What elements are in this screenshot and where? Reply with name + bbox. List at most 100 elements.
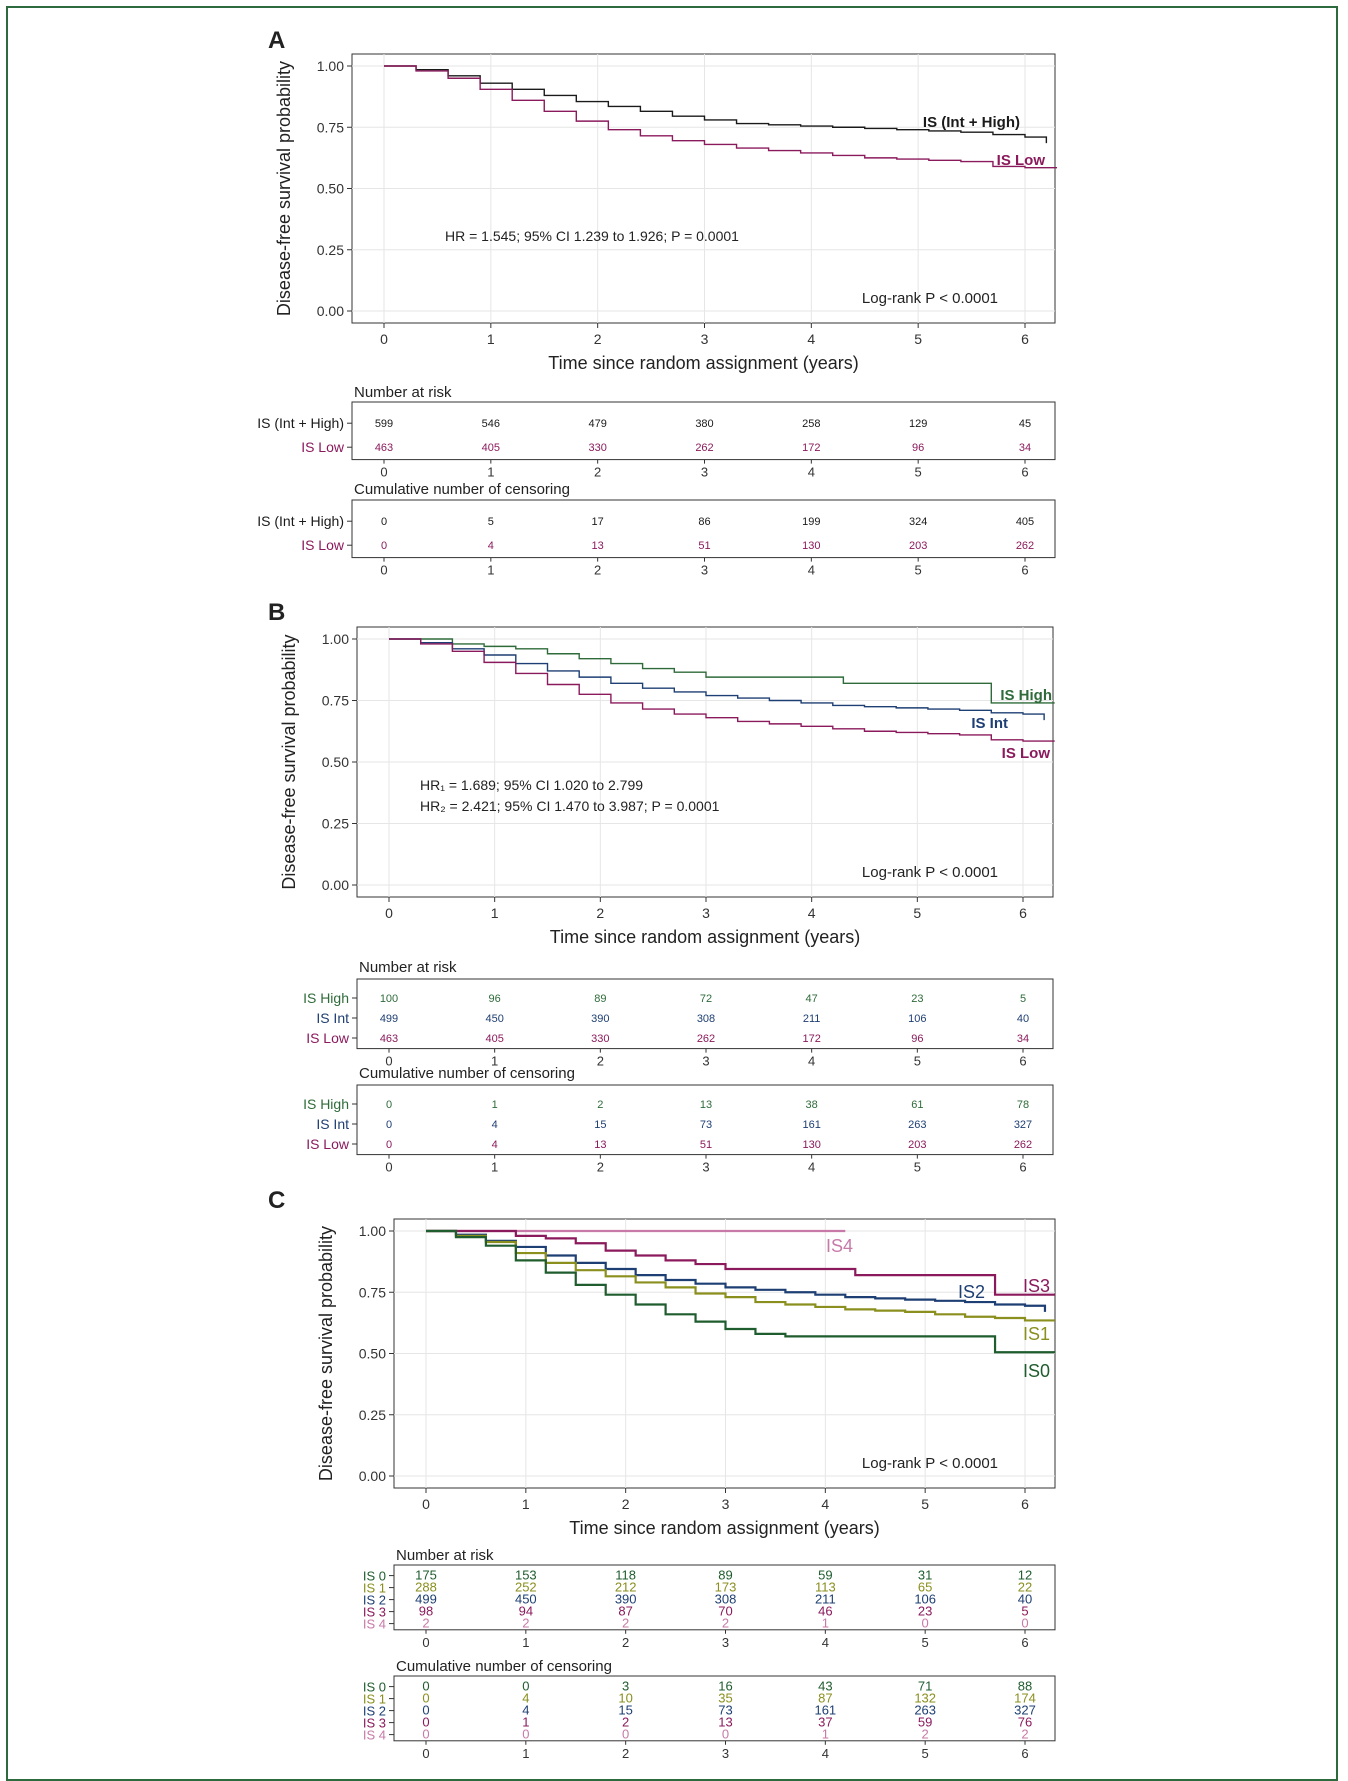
table-cell: 2 (1021, 1727, 1028, 1742)
table-cell: 13 (592, 540, 604, 552)
table-cell: 13 (718, 1715, 732, 1730)
table-x-tick-label: 3 (702, 1160, 709, 1175)
table-cell: 51 (700, 1139, 712, 1151)
row-label: IS Low (301, 537, 345, 553)
table-cell: 106 (914, 1592, 936, 1607)
table-cell: 0 (386, 1139, 392, 1151)
x-tick-label: 5 (914, 331, 922, 347)
series-line (426, 1229, 1055, 1296)
table-cell: 499 (380, 1013, 398, 1025)
series-label: IS (Int + High) (923, 114, 1020, 131)
x-tick-label: 1 (487, 331, 495, 347)
table-box (356, 1084, 1054, 1156)
table-cell: 212 (615, 1580, 637, 1595)
table-cell: 0 (722, 1727, 729, 1742)
x-tick-label: 4 (821, 1496, 829, 1512)
table-x-tick-label: 5 (922, 1746, 929, 1761)
row-label: IS 4 (363, 1617, 386, 1632)
table-cell: 106 (908, 1013, 926, 1025)
y-axis-label: Disease-free survival probability (279, 634, 299, 889)
table-x-tick-label: 1 (522, 1746, 529, 1761)
series-label: IS0 (1023, 1361, 1050, 1381)
series-line (389, 638, 1055, 704)
table-x-tick-label: 3 (701, 465, 708, 480)
y-axis-label: Disease-free survival probability (274, 61, 294, 316)
table-title: Cumulative number of censoring (359, 1065, 575, 1082)
x-tick-label: 3 (722, 1496, 730, 1512)
table-cell: 78 (1017, 1099, 1029, 1111)
table-cell: 172 (802, 442, 820, 454)
table-cell: 450 (485, 1013, 503, 1025)
table-title: Number at risk (354, 384, 452, 401)
table-box (351, 401, 1056, 461)
table-cell: 132 (914, 1691, 936, 1706)
series-line (426, 1229, 1047, 1312)
table-x-tick-label: 3 (722, 1635, 729, 1650)
table-x-tick-label: 1 (491, 1054, 498, 1069)
table-cell: 463 (375, 442, 393, 454)
table-cell: 0 (386, 1119, 392, 1131)
table-cell: 100 (380, 993, 398, 1005)
x-tick-label: 0 (385, 905, 393, 921)
table-cell: 262 (695, 442, 713, 454)
x-tick-label: 5 (921, 1496, 929, 1512)
table-cell: 17 (592, 516, 604, 528)
row-label: IS (Int + High) (257, 415, 344, 431)
x-tick-label: 2 (622, 1496, 630, 1512)
hr-annotation-2: HR₂ = 2.421; 95% CI 1.470 to 3.987; P = … (420, 798, 720, 814)
table-cell: 45 (1019, 418, 1031, 430)
table-x-tick-label: 0 (422, 1635, 429, 1650)
row-label: IS 0 (363, 1569, 386, 1584)
table-cell: 94 (519, 1604, 533, 1619)
row-label: IS 3 (363, 1605, 386, 1620)
table-cell: 0 (381, 516, 387, 528)
table-cell: 40 (1018, 1592, 1032, 1607)
table-cell: 2 (422, 1616, 429, 1631)
table-cell: 330 (588, 442, 606, 454)
table-cell: 172 (802, 1033, 820, 1045)
table-cell: 5 (1021, 1604, 1028, 1619)
table-x-tick-label: 1 (487, 465, 494, 480)
x-tick-label: 1 (522, 1496, 530, 1512)
series-label: IS Low (997, 152, 1046, 169)
table-cell: 43 (818, 1679, 832, 1694)
series-label: IS Int (971, 715, 1008, 732)
table-x-tick-label: 6 (1021, 563, 1028, 578)
row-label: IS Low (301, 439, 345, 455)
table-cell: 262 (697, 1033, 715, 1045)
table-x-tick-label: 2 (597, 1160, 604, 1175)
table-cell: 0 (422, 1727, 429, 1742)
table-x-tick-label: 3 (702, 1054, 709, 1069)
table-cell: 98 (419, 1604, 433, 1619)
table-cell: 0 (922, 1616, 929, 1631)
table-x-tick-label: 6 (1019, 1054, 1026, 1069)
series-line (426, 1229, 1055, 1322)
table-cell: 390 (591, 1013, 609, 1025)
x-tick-label: 4 (808, 905, 816, 921)
table-x-tick-label: 2 (622, 1746, 629, 1761)
row-label: IS Int (316, 1010, 349, 1026)
table-x-tick-label: 0 (385, 1160, 392, 1175)
table-cell: 174 (1014, 1691, 1036, 1706)
table-cell: 262 (1016, 540, 1034, 552)
x-tick-label: 5 (913, 905, 921, 921)
table-cell: 86 (698, 516, 710, 528)
table-title: Number at risk (396, 1547, 494, 1564)
table-x-tick-label: 6 (1021, 1635, 1028, 1650)
series-line (384, 65, 1048, 144)
table-cell: 89 (718, 1568, 732, 1583)
table-cell: 87 (618, 1604, 632, 1619)
table-x-tick-label: 5 (922, 1635, 929, 1650)
table-cell: 175 (415, 1568, 437, 1583)
table-x-tick-label: 5 (914, 1160, 921, 1175)
table-title: Cumulative number of censoring (396, 1658, 612, 1675)
table-cell: 263 (908, 1119, 926, 1131)
table-cell: 76 (1018, 1715, 1032, 1730)
table-x-tick-label: 5 (914, 1054, 921, 1069)
table-cell: 72 (700, 993, 712, 1005)
logrank-label: Log-rank P < 0.0001 (862, 864, 998, 881)
series-label: IS2 (958, 1282, 985, 1302)
